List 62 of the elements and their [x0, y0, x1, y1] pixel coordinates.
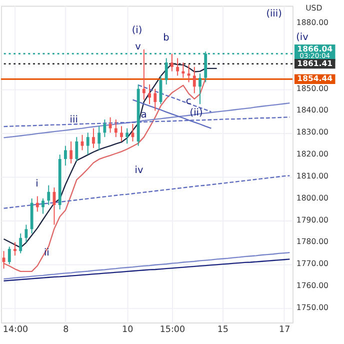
- y-tick-label: 1880.00: [296, 18, 329, 28]
- candlestick: [70, 140, 73, 164]
- annotation: (iii): [266, 8, 282, 20]
- candlestick: [108, 116, 112, 134]
- y-tick-label: 1830.00: [296, 128, 329, 137]
- x-tick-label: 15:00: [160, 324, 186, 335]
- candlestick: [192, 66, 196, 94]
- annotation: iii: [70, 114, 78, 126]
- candlestick: [148, 84, 151, 105]
- candlestick: [98, 126, 101, 151]
- candlestick: [142, 48, 146, 100]
- ref-line-label: 1854.44: [297, 74, 334, 84]
- line-series: [3, 102, 290, 138]
- y-tick-label: 1780.00: [296, 237, 329, 246]
- ref-line-label: 1866.04: [297, 44, 334, 54]
- candlestick: [24, 224, 28, 243]
- candlestick: [8, 246, 11, 265]
- y-tick-label: 1820.00: [296, 150, 329, 159]
- candlestick: [154, 88, 157, 112]
- y-axis-title: USD: [306, 4, 322, 13]
- x-tick-label: 14:00: [2, 324, 28, 335]
- y-tick-label: 1840.00: [296, 106, 329, 115]
- y-tick-label: 1790.00: [296, 215, 329, 224]
- x-tick-label: 10: [122, 324, 134, 335]
- candlestick: [92, 128, 95, 149]
- candlestick: [103, 119, 106, 138]
- candlestick: [126, 128, 129, 144]
- text: (iv: [296, 32, 309, 43]
- x-tick-label: 17: [279, 324, 290, 335]
- y-tick-label: 1810.00: [296, 171, 329, 180]
- y-tick-label: 1760.00: [296, 281, 329, 290]
- candlestick: [47, 184, 50, 206]
- ref-line-label: 1861.41: [297, 58, 333, 68]
- candlestick: [42, 198, 44, 214]
- candlestick: [64, 145, 67, 166]
- candlestick: [114, 119, 118, 138]
- candlestick: [75, 136, 78, 162]
- candlestick: [198, 73, 202, 105]
- x-tick-label: 8: [63, 324, 69, 335]
- y-tick-label: 1850.00: [296, 84, 329, 93]
- y-tick-label: 1800.00: [296, 193, 329, 202]
- annotation: b: [163, 32, 170, 44]
- annotation: (i): [132, 24, 142, 36]
- line-series: [3, 258, 290, 282]
- candlestick: [36, 196, 39, 212]
- candlestick: [14, 242, 16, 256]
- annotation: a: [140, 109, 147, 120]
- y-tick-label: 1750.00: [296, 303, 329, 312]
- candlestick: [176, 58, 180, 76]
- annotation: ii: [44, 247, 50, 258]
- line-series: [3, 175, 290, 209]
- candlestick: [86, 132, 90, 156]
- annotation: iv: [134, 164, 144, 176]
- candlestick: [19, 233, 22, 254]
- candlestick: [170, 53, 174, 72]
- annotation: v: [135, 41, 142, 52]
- candlestick: [120, 126, 123, 142]
- x-tick-label: 15: [217, 324, 228, 335]
- y-tick-label: 1770.00: [296, 259, 329, 268]
- candlestick: [182, 62, 185, 78]
- candlestick: [164, 58, 168, 85]
- annotation: i: [36, 178, 38, 190]
